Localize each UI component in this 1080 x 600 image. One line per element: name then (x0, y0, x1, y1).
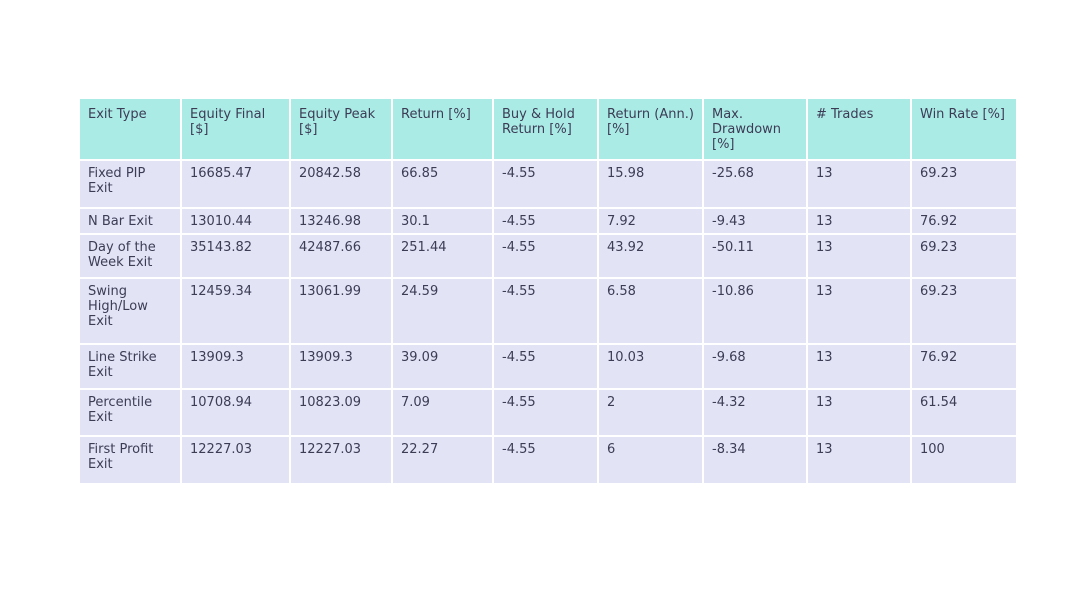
exit-type-cell: Swing High/Low Exit (80, 279, 180, 343)
table-cell: 15.98 (599, 161, 702, 207)
table-cell: -10.86 (704, 279, 806, 343)
table-cell: 16685.47 (182, 161, 289, 207)
exit-type-cell: Fixed PIP Exit (80, 161, 180, 207)
table-cell: -25.68 (704, 161, 806, 207)
table-cell: -4.55 (494, 161, 597, 207)
table-cell: 39.09 (393, 345, 492, 388)
table-cell: 2 (599, 390, 702, 435)
table-cell: 7.09 (393, 390, 492, 435)
table-cell: 69.23 (912, 235, 1016, 277)
table-cell: 13909.3 (291, 345, 391, 388)
table-cell: 66.85 (393, 161, 492, 207)
table-row: Line Strike Exit 13909.3 13909.3 39.09 -4.55… (80, 345, 1016, 388)
table-cell: 251.44 (393, 235, 492, 277)
table-cell: 13909.3 (182, 345, 289, 388)
column-header: Buy & Hold Return [%] (494, 99, 597, 159)
table-cell: 10823.09 (291, 390, 391, 435)
exit-type-cell: N Bar Exit (80, 209, 180, 233)
table-cell: 100 (912, 437, 1016, 483)
table-row: N Bar Exit 13010.44 13246.98 30.1 -4.55 7.92-… (80, 209, 1016, 233)
column-header: # Trades (808, 99, 910, 159)
table-cell: 13 (808, 279, 910, 343)
table-cell: 42487.66 (291, 235, 391, 277)
table-cell: 30.1 (393, 209, 492, 233)
table-cell: 13 (808, 161, 910, 207)
table-row: Percentile Exit 10708.94 10823.09 7.09 -4.55… (80, 390, 1016, 435)
table-cell: 35143.82 (182, 235, 289, 277)
column-header: Return (Ann.) [%] (599, 99, 702, 159)
table-cell: 13 (808, 345, 910, 388)
table-cell: 22.27 (393, 437, 492, 483)
table-cell: 12227.03 (182, 437, 289, 483)
table-cell: 13 (808, 437, 910, 483)
table-cell: 7.92 (599, 209, 702, 233)
column-header: Equity Final [$] (182, 99, 289, 159)
column-header: Return [%] (393, 99, 492, 159)
table-cell: 69.23 (912, 161, 1016, 207)
table-cell: 61.54 (912, 390, 1016, 435)
table-row: Fixed PIP Exit 16685.47 20842.58 66.85 -4.55… (80, 161, 1016, 207)
table-cell: 6 (599, 437, 702, 483)
results-table: Exit Type Equity Final [$] Equity Peak [$]… (78, 97, 1018, 485)
exit-strategy-results: Exit Type Equity Final [$] Equity Peak [$]… (78, 97, 1018, 485)
table-cell: 69.23 (912, 279, 1016, 343)
table-cell: 10708.94 (182, 390, 289, 435)
table-row: Swing High/Low Exit 12459.34 13061.99 24.59… (80, 279, 1016, 343)
exit-type-cell: Day of the Week Exit (80, 235, 180, 277)
column-header: Max. Drawdown [%] (704, 99, 806, 159)
table-cell: -4.55 (494, 345, 597, 388)
exit-type-cell: First Profit Exit (80, 437, 180, 483)
table-cell: -4.55 (494, 390, 597, 435)
table-cell: 76.92 (912, 209, 1016, 233)
column-header: Win Rate [%] (912, 99, 1016, 159)
table-cell: -4.55 (494, 279, 597, 343)
table-cell: 6.58 (599, 279, 702, 343)
table-cell: -9.68 (704, 345, 806, 388)
table-cell: 76.92 (912, 345, 1016, 388)
table-cell: 13 (808, 209, 910, 233)
table-cell: 43.92 (599, 235, 702, 277)
table-row: First Profit Exit 12227.03 12227.03 22.27 -4… (80, 437, 1016, 483)
table-row: Day of the Week Exit 35143.82 42487.66 251.… (80, 235, 1016, 277)
exit-type-cell: Percentile Exit (80, 390, 180, 435)
table-cell: 10.03 (599, 345, 702, 388)
table-cell: -50.11 (704, 235, 806, 277)
table-cell: -4.32 (704, 390, 806, 435)
table-cell: -8.34 (704, 437, 806, 483)
table-cell: 13 (808, 390, 910, 435)
exit-type-cell: Line Strike Exit (80, 345, 180, 388)
table-cell: -4.55 (494, 437, 597, 483)
column-header: Equity Peak [$] (291, 99, 391, 159)
table-cell: 20842.58 (291, 161, 391, 207)
table-body: Fixed PIP Exit 16685.47 20842.58 66.85 -4.55… (80, 161, 1016, 483)
table-cell: 13 (808, 235, 910, 277)
table-cell: 24.59 (393, 279, 492, 343)
table-cell: 13246.98 (291, 209, 391, 233)
table-cell: 13010.44 (182, 209, 289, 233)
table-cell: 13061.99 (291, 279, 391, 343)
table-cell: -4.55 (494, 209, 597, 233)
table-cell: -9.43 (704, 209, 806, 233)
column-header: Exit Type (80, 99, 180, 159)
header-row: Exit Type Equity Final [$] Equity Peak [$]… (80, 99, 1016, 159)
table-cell: 12227.03 (291, 437, 391, 483)
table-header: Exit Type Equity Final [$] Equity Peak [$]… (80, 99, 1016, 159)
table-cell: 12459.34 (182, 279, 289, 343)
table-cell: -4.55 (494, 235, 597, 277)
